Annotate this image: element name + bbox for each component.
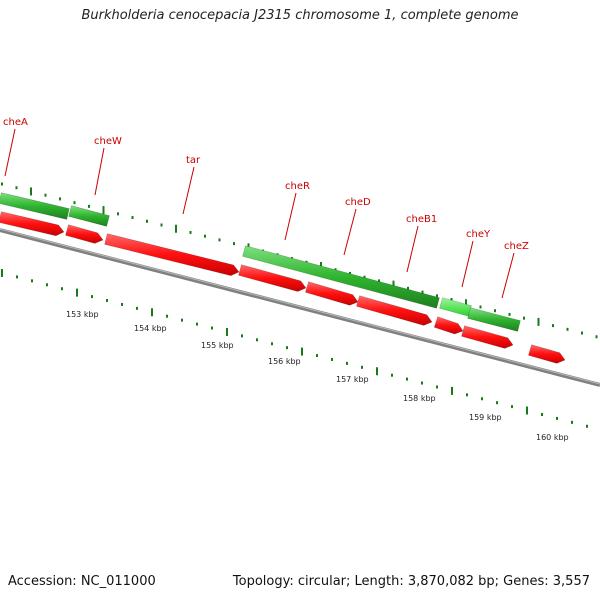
leader-cheW (94, 147, 105, 196)
gene-red-7 (433, 316, 464, 335)
gene-cheA-forward (0, 192, 70, 220)
gene-red-5 (305, 281, 359, 306)
leader-tar (182, 166, 195, 215)
leader-cheD (343, 208, 357, 256)
forward-genes (0, 192, 521, 332)
gene-label-tar: tar (186, 155, 201, 166)
gene-red-4 (238, 264, 307, 292)
gene-red-1 (0, 211, 65, 237)
scale-label-159: 159 kbp (469, 413, 502, 422)
gene-label-cheA: cheA (3, 117, 28, 128)
leader-cheR (284, 192, 297, 241)
leader-cheZ (501, 252, 515, 299)
gene-label-cheW: cheW (94, 136, 122, 147)
scale-label-157: 157 kbp (336, 375, 369, 384)
leader-cheB1 (406, 225, 419, 273)
gene-label-cheY: cheY (466, 229, 491, 240)
leader-cheA (4, 128, 16, 177)
scale-label-153: 153 kbp (66, 310, 99, 319)
gene-cheR-cheD-cheB1-forward (242, 245, 440, 309)
reverse-genes (0, 211, 566, 364)
backbone-track (0, 228, 600, 387)
gene-label-cheD: cheD (345, 197, 371, 208)
gene-label-cheZ: cheZ (504, 241, 529, 252)
gene-red-2 (65, 224, 104, 244)
backbone-highlight (0, 228, 600, 385)
map-title: Burkholderia cenocepacia J2315 chromosom… (81, 8, 519, 23)
gene-cheZ-forward (467, 307, 521, 332)
gene-red-9 (528, 344, 566, 364)
scale-label-155: 155 kbp (201, 341, 234, 350)
gene-red-8 (461, 325, 514, 349)
reverse-frame-ticks (1, 269, 588, 428)
gene-red-6 (356, 295, 433, 326)
label-leader-lines (4, 128, 515, 299)
scale-label-156: 156 kbp (268, 357, 301, 366)
accession-text: Accession: NC_011000 (8, 574, 156, 589)
gene-cheW-forward (68, 205, 110, 227)
gene-label-cheB1: cheB1 (406, 214, 437, 225)
topology-text: Topology: circular; Length: 3,870,082 bp… (232, 574, 590, 589)
scale-label-160: 160 kbp (536, 433, 569, 442)
gene-label-cheR: cheR (285, 181, 310, 192)
leader-cheY (461, 240, 474, 288)
scale-label-154: 154 kbp (134, 324, 167, 333)
scale-label-158: 158 kbp (403, 394, 436, 403)
gene-red-3 (104, 233, 240, 276)
